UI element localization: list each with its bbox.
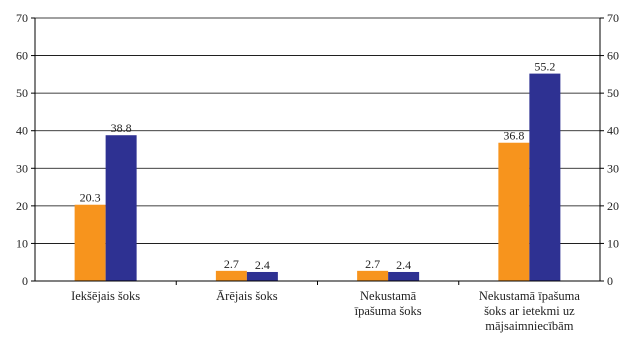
x-category-label: mājsaimniecībām <box>485 319 573 333</box>
x-category-label: Nekustamā <box>360 289 417 303</box>
y-tick-label-left: 0 <box>22 274 28 288</box>
bar <box>388 271 420 281</box>
data-label: 36.8 <box>503 129 524 143</box>
y-tick-label-right: 60 <box>607 49 619 63</box>
bar <box>529 73 561 281</box>
axes <box>31 17 604 285</box>
bar <box>105 135 137 281</box>
y-tick-label-right: 0 <box>607 274 613 288</box>
data-label: 55.2 <box>534 60 555 74</box>
y-tick-label-right: 10 <box>607 236 619 250</box>
data-label: 38.8 <box>111 121 132 135</box>
data-label: 2.4 <box>255 258 270 272</box>
x-category-label: Nekustamā īpašuma <box>479 289 580 303</box>
y-tick-label-right: 30 <box>607 161 619 175</box>
data-label: 2.4 <box>396 258 411 272</box>
labels: 0 10 20 30 40 50 60 70 0 10 20 30 40 50 60 70 20.3 38.8 Ie… <box>16 11 619 333</box>
x-category-label: Ārējais šoks <box>216 289 278 303</box>
y-tick-label-left: 30 <box>16 161 28 175</box>
data-label: 2.7 <box>365 257 380 271</box>
x-category-label: šoks ar ietekmi uz <box>484 304 575 318</box>
bar <box>74 204 106 281</box>
bar <box>498 142 530 281</box>
data-label: 2.7 <box>224 257 239 271</box>
y-tick-label-right: 40 <box>607 124 619 138</box>
bar <box>215 270 247 281</box>
x-category-label: īpašuma šoks <box>354 304 422 318</box>
y-tick-label-left: 20 <box>16 199 28 213</box>
y-tick-label-left: 40 <box>16 124 28 138</box>
y-tick-label-right: 50 <box>607 86 619 100</box>
y-tick-label-right: 70 <box>607 11 619 25</box>
y-tick-label-left: 10 <box>16 236 28 250</box>
bar <box>357 270 389 281</box>
bar <box>246 271 278 281</box>
y-tick-label-left: 50 <box>16 86 28 100</box>
data-label: 20.3 <box>80 191 101 205</box>
y-tick-label-right: 20 <box>607 199 619 213</box>
y-tick-label-left: 70 <box>16 11 28 25</box>
bars <box>74 73 561 281</box>
x-category-label: Iekšējais šoks <box>71 289 140 303</box>
y-tick-label-left: 60 <box>16 49 28 63</box>
